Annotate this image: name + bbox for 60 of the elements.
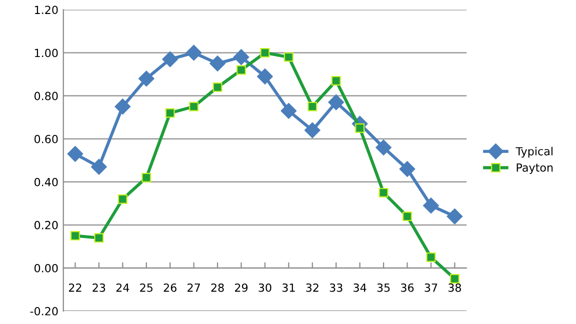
y-tick-label: 0.00	[34, 264, 58, 272]
point	[280, 102, 297, 119]
point	[378, 188, 388, 198]
point	[257, 68, 273, 84]
point	[162, 51, 178, 68]
point	[118, 194, 128, 204]
point	[426, 252, 436, 262]
point	[308, 102, 318, 112]
y-tick-label: 0.40	[34, 178, 58, 186]
y-tick-label: 1.00	[34, 48, 58, 58]
y-tick-label: 0.80	[34, 92, 58, 100]
x-tick-label: 34	[354, 283, 366, 292]
point	[376, 140, 392, 156]
y-tick-label: 0.60	[34, 134, 58, 144]
x-tick-label: 25	[140, 283, 152, 292]
legend-label: Payton	[516, 164, 553, 174]
point	[94, 233, 104, 243]
point	[284, 52, 294, 62]
x-tick-label: 37	[424, 283, 438, 292]
point	[331, 76, 341, 86]
x-tick-label: 33	[330, 283, 342, 292]
point	[212, 82, 222, 92]
point	[67, 146, 84, 162]
point	[142, 172, 152, 182]
point	[91, 158, 107, 175]
x-tick-label: 23	[92, 283, 106, 292]
x-tick-label: 29	[234, 283, 248, 292]
point	[236, 65, 246, 75]
point	[355, 123, 365, 133]
point	[114, 98, 131, 114]
point	[399, 161, 416, 177]
point	[165, 108, 175, 118]
x-tick-label: 30	[258, 283, 272, 292]
x-tick-label: 38	[448, 283, 462, 292]
point	[210, 56, 226, 72]
x-tick-label: 28	[211, 283, 224, 292]
point	[423, 198, 439, 214]
x-tick-label: 27	[188, 283, 200, 292]
point	[450, 274, 460, 284]
y-tick-label: 0.20	[34, 220, 58, 230]
x-tick-label: 22	[68, 283, 82, 292]
point	[402, 212, 412, 222]
point	[138, 70, 154, 87]
point	[70, 230, 80, 240]
legend-label: Typical	[516, 146, 552, 158]
x-tick-label: 32	[306, 283, 318, 292]
point	[233, 49, 250, 65]
x-tick-label: 24	[116, 283, 130, 292]
x-tick-label: 31	[282, 283, 295, 292]
point	[328, 94, 344, 110]
point	[189, 102, 199, 112]
x-tick-label: 26	[164, 283, 176, 292]
point	[186, 44, 202, 61]
point	[304, 122, 320, 138]
point	[446, 208, 463, 224]
y-tick-label: -0.20	[30, 307, 58, 316]
x-tick-label: 35	[377, 283, 390, 292]
x-tick-label: 36	[401, 283, 414, 292]
y-tick-label: 1.20	[34, 6, 58, 14]
point	[260, 48, 270, 58]
